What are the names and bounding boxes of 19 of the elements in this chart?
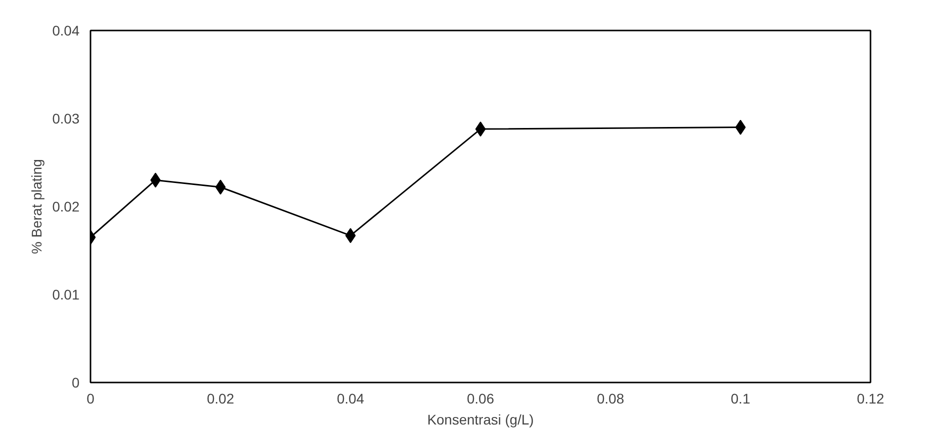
y-tick-label: 0.01 xyxy=(52,286,80,302)
y-tick-label: 0.04 xyxy=(52,22,80,38)
y-tick-label: 0 xyxy=(72,374,80,390)
x-axis-title: Konsentrasi (g/L) xyxy=(427,412,534,428)
point xyxy=(150,172,161,188)
point xyxy=(345,228,356,244)
point xyxy=(735,120,746,135)
x-tick-label: 0.04 xyxy=(336,390,364,406)
x-tick-label: 0.02 xyxy=(206,390,234,406)
x-tick-label: 0 xyxy=(86,390,95,406)
y-axis-title: % Berat plating xyxy=(28,159,44,254)
x-tick-label: 0.1 xyxy=(730,390,750,406)
x-tick-label: 0.06 xyxy=(466,390,494,406)
y-tick-label: 0.03 xyxy=(52,110,80,126)
x-tick-label: 0.12 xyxy=(856,390,884,406)
x-tick-label: 0.08 xyxy=(596,390,624,406)
point xyxy=(215,180,226,195)
point xyxy=(475,122,486,137)
y-tick-label: 0.02 xyxy=(52,198,80,214)
